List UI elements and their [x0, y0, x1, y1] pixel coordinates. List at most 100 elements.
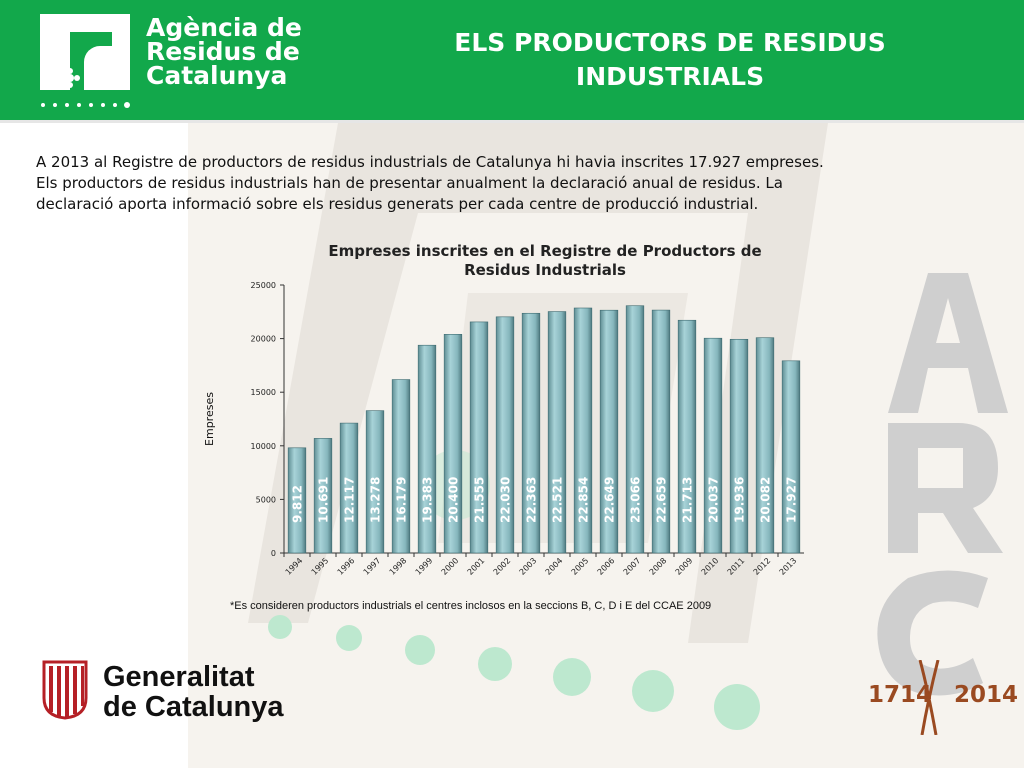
bar-data-label: 22.659	[655, 477, 669, 523]
page-title: ELS PRODUCTORS DE RESIDUS INDUSTRIALS	[400, 26, 940, 94]
bar-data-label: 12.117	[343, 477, 357, 523]
bar	[495, 316, 515, 554]
decorative-dot	[553, 658, 591, 696]
bar-data-label: 22.521	[551, 477, 565, 523]
y-axis-label: Empreses	[203, 392, 216, 446]
decorative-dot	[336, 625, 362, 651]
bar	[443, 334, 463, 554]
y-tick-label: 5000	[256, 495, 276, 504]
x-tick-label: 2000	[440, 556, 461, 577]
bar-data-label: 17.927	[785, 477, 799, 523]
chart-footnote: *Es consideren productors industrials el…	[230, 600, 712, 612]
x-tick-label: 2007	[622, 556, 643, 577]
bar	[391, 379, 411, 554]
generalitat-name: Generalitat de Catalunya	[103, 662, 284, 722]
x-tick-label: 2013	[778, 556, 799, 577]
x-tick-label: 2008	[648, 556, 669, 577]
bar	[599, 309, 619, 554]
generalitat-line2: de Catalunya	[103, 691, 284, 723]
flower-icon	[60, 68, 80, 88]
bar	[521, 312, 541, 554]
bar-data-label: 19.383	[421, 477, 435, 523]
x-tick-label: 2009	[674, 556, 695, 577]
bar-data-label: 22.030	[499, 477, 513, 523]
page-title-line1: ELS PRODUCTORS DE RESIDUS	[454, 28, 886, 57]
agency-name-line2: Residus de	[146, 37, 300, 66]
x-tick-label: 1994	[284, 556, 305, 577]
x-tick-label: 2011	[726, 556, 747, 577]
bar-data-label: 16.179	[395, 477, 409, 523]
bar	[625, 305, 645, 554]
bar	[677, 319, 697, 554]
bar	[469, 321, 489, 554]
bar-data-label: 20.082	[759, 477, 773, 523]
bar	[365, 410, 385, 554]
bar-data-label: 20.037	[707, 477, 721, 523]
bar	[729, 338, 749, 554]
header-divider	[0, 120, 1024, 123]
background-left	[0, 123, 188, 768]
header-bar: Agència de Residus de Catalunya ELS PROD…	[0, 0, 1024, 120]
bar	[781, 360, 801, 554]
y-tick-label: 20000	[251, 335, 276, 344]
chart-title-line1: Empreses inscrites en el Registre de Pro…	[328, 242, 762, 260]
bar	[313, 438, 333, 554]
x-tick-label: 2003	[518, 556, 539, 577]
anniversary-cross-icon	[918, 660, 940, 735]
bar	[417, 344, 437, 554]
x-tick-label: 2006	[596, 556, 617, 577]
logo-dots	[41, 102, 130, 108]
agency-name-line3: Catalunya	[146, 61, 288, 90]
intro-paragraph: A 2013 al Registre de productors de resi…	[36, 152, 996, 215]
bar-chart: 0 5000 10000 15000 20000 25000 Empreses 9.812 19…	[203, 281, 804, 577]
intro-line: declaració aporta informació sobre els r…	[36, 195, 759, 213]
y-tick-label: 15000	[251, 388, 276, 397]
intro-line: Els productors de residus industrials ha…	[36, 174, 783, 192]
decorative-dot	[478, 647, 512, 681]
x-tick-label: 1996	[336, 556, 357, 577]
bar-data-label: 22.854	[577, 477, 591, 523]
agency-name: Agència de Residus de Catalunya	[146, 13, 302, 90]
bar-data-label: 19.936	[733, 477, 747, 523]
bar-data-label: 20.400	[447, 477, 461, 523]
bar-data-label: 10.691	[317, 477, 331, 523]
anniversary-year-start: 1714	[868, 682, 933, 708]
page-title-line2: INDUSTRIALS	[575, 62, 765, 91]
decorative-dot	[268, 615, 292, 639]
bar-data-label: 23.066	[629, 477, 643, 523]
bar-data-label: 9.812	[291, 485, 305, 523]
bar-data-label: 22.649	[603, 477, 617, 523]
bar	[547, 311, 567, 554]
x-tick-label: 1995	[310, 556, 331, 577]
arc-logo	[40, 14, 130, 90]
bar-data-label: 21.555	[473, 477, 487, 523]
y-tick-label: 0	[271, 549, 276, 558]
anniversary-years: 1714 2014	[868, 682, 1018, 708]
x-tick-label: 2002	[492, 556, 513, 577]
bar	[339, 422, 359, 554]
x-tick-label: 2012	[752, 556, 773, 577]
x-tick-label: 1997	[362, 556, 383, 577]
bar	[573, 307, 593, 554]
agency-name-line1: Agència de	[146, 13, 302, 42]
intro-line: A 2013 al Registre de productors de resi…	[36, 153, 824, 171]
anniversary-year-end: 2014	[954, 682, 1019, 708]
chart-title: Empreses inscrites en el Registre de Pro…	[300, 242, 790, 280]
bar	[755, 337, 775, 554]
bar	[703, 337, 723, 554]
bar	[651, 309, 671, 554]
x-tick-label: 1999	[414, 556, 435, 577]
x-tick-label: 2010	[700, 556, 721, 577]
chart-title-line2: Residus Industrials	[464, 261, 626, 279]
x-tick-label: 2004	[544, 556, 565, 577]
generalitat-emblem	[42, 660, 88, 720]
x-tick-label: 2001	[466, 556, 487, 577]
y-tick-label: 10000	[251, 442, 276, 451]
generalitat-line1: Generalitat	[103, 661, 255, 693]
bar	[287, 447, 307, 554]
x-tick-label: 2005	[570, 556, 591, 577]
bar-data-label: 21.713	[681, 477, 695, 523]
bar-data-label: 22.363	[525, 477, 539, 523]
bar-data-label: 13.278	[369, 477, 383, 523]
decorative-dot	[714, 684, 760, 730]
